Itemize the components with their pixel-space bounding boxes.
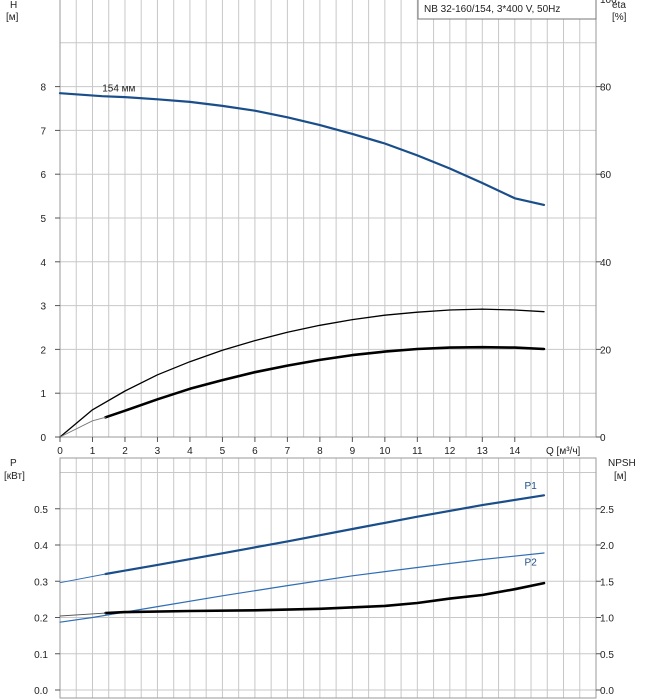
q-axis-label: Q [м³/ч] <box>546 446 581 457</box>
npsh-tick-label: 2.0 <box>600 541 614 552</box>
npsh-axis-label: NPSH <box>608 458 636 469</box>
h-tick-label: 6 <box>40 170 46 181</box>
eta-tick-label: 100 <box>600 0 617 6</box>
npsh-tick-label: 1.0 <box>600 614 614 625</box>
series-label-p1: P1 <box>525 481 538 492</box>
q-tick-label: 12 <box>444 446 456 457</box>
q-tick-label: 13 <box>477 446 489 457</box>
q-tick-label: 10 <box>379 446 391 457</box>
bottom-series-line-3 <box>104 581 546 615</box>
p-tick-label: 0.2 <box>34 614 48 625</box>
h-tick-label: 7 <box>40 126 46 137</box>
npsh-axis-unit: [м] <box>614 471 627 482</box>
q-tick-label: 3 <box>155 446 161 457</box>
eta-axis-unit: [%] <box>612 12 627 23</box>
h-tick-label: 5 <box>40 214 46 225</box>
bottom-series-line-0 <box>104 494 546 576</box>
q-tick-label: 7 <box>285 446 291 457</box>
npsh-tick-label: 0.5 <box>600 650 614 661</box>
npsh-tick-label: 0.0 <box>600 686 614 697</box>
bottom-grid <box>60 458 596 698</box>
npsh-tick-label: 1.5 <box>600 577 614 588</box>
q-tick-label: 14 <box>509 446 521 457</box>
h-tick-label: 4 <box>40 258 46 269</box>
eta-tick-label: 0 <box>600 433 606 444</box>
h-tick-label: 2 <box>40 345 46 356</box>
series-label-p2: P2 <box>525 558 538 569</box>
p-tick-label: 0.3 <box>34 577 48 588</box>
top-curves: 154 мм <box>58 83 546 438</box>
top-series-line-2 <box>104 345 546 419</box>
chart-title: NB 32-160/154, 3*400 V, 50Hz <box>424 4 560 15</box>
top-series-line-1 <box>59 308 545 438</box>
eta-tick-label: 80 <box>600 83 612 94</box>
h-tick-label: 8 <box>40 83 46 94</box>
h-axis-unit: [м] <box>6 12 19 23</box>
bottom-plot-frame <box>59 457 597 699</box>
bottom-axis-ticks: 0.0 0.1 0.2 0.3 0.4 0.5 0.0 0.5 1.0 1.5 2.0 2.5 <box>34 505 614 697</box>
q-tick-label: 4 <box>187 446 193 457</box>
eta-tick-label: 60 <box>600 170 612 181</box>
q-tick-label: 5 <box>220 446 226 457</box>
eta-tick-label: 40 <box>600 258 612 269</box>
p-tick-label: 0.4 <box>34 541 48 552</box>
q-tick-label: 2 <box>122 446 128 457</box>
p-tick-label: 0.1 <box>34 650 48 661</box>
curve-label-154mm: 154 мм <box>102 83 135 94</box>
h-tick-label: 1 <box>40 389 46 400</box>
bottom-series-line-1 <box>59 573 106 584</box>
bottom-series-line-4 <box>59 612 106 617</box>
q-tick-label: 9 <box>350 446 356 457</box>
h-tick-label: 3 <box>40 302 46 313</box>
p-tick-label: 0.0 <box>34 686 48 697</box>
q-tick-label: 8 <box>317 446 323 457</box>
top-series-line-0 <box>58 92 546 206</box>
h-tick-label: 0 <box>40 433 46 444</box>
eta-tick-label: 20 <box>600 345 612 356</box>
q-tick-label: 6 <box>252 446 258 457</box>
npsh-tick-label: 2.5 <box>600 505 614 516</box>
p-tick-label: 0.5 <box>34 505 48 516</box>
p-axis-label: P <box>10 458 17 469</box>
q-tick-label: 1 <box>90 446 96 457</box>
q-tick-label: 11 <box>412 446 423 457</box>
top-grid <box>60 0 596 438</box>
top-series-line-3 <box>59 416 106 438</box>
q-tick-label: 0 <box>57 446 63 457</box>
p-axis-unit: [кВт] <box>4 471 25 482</box>
h-axis-label: H <box>10 0 17 11</box>
bottom-curves: P1 P2 <box>59 481 546 623</box>
eta-axis-label: eta <box>612 0 626 11</box>
title-box <box>417 0 597 20</box>
